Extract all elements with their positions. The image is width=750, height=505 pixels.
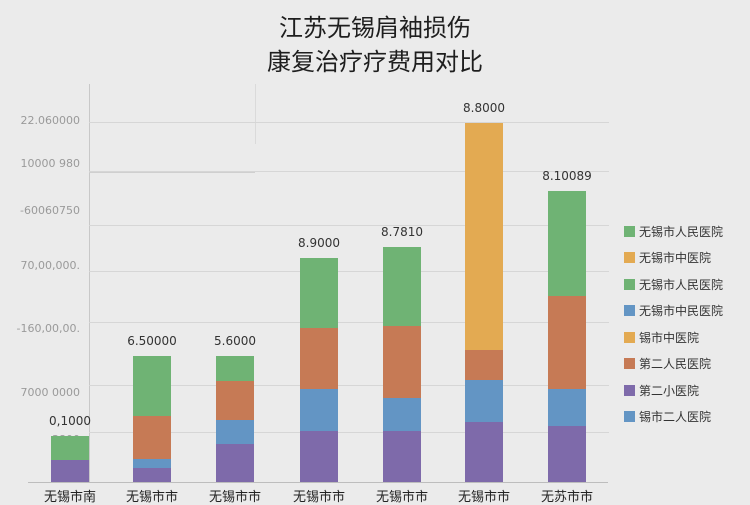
bar-value-label: 0,1000	[49, 414, 91, 428]
grid-line	[89, 432, 609, 433]
bar-segment-green[interactable]	[51, 436, 89, 460]
bar-value-label: 8.8000	[463, 101, 505, 115]
bar-value-label: 8.9000	[298, 236, 340, 250]
y-tick-label: -160,00,00.	[16, 322, 80, 335]
legend-label: 无锡市人民医院	[639, 224, 724, 239]
x-tick-label: 无苏市市	[540, 490, 593, 505]
bar-segment-purple[interactable]	[133, 468, 171, 482]
divider-line	[255, 84, 256, 144]
grid-line	[89, 385, 609, 386]
bar-segment-orange[interactable]	[300, 328, 338, 389]
bar-segment-blue[interactable]	[300, 389, 338, 431]
bar-segment-green[interactable]	[216, 356, 254, 381]
bar-segment-blue[interactable]	[465, 380, 503, 422]
bar-value-label: 8.7810	[381, 225, 423, 239]
bar-segment-purple[interactable]	[548, 426, 586, 482]
x-tick-label: 无锡市市	[208, 490, 261, 505]
grid-line	[89, 122, 609, 123]
bar-segment-purple[interactable]	[383, 431, 421, 482]
bar-segment-purple[interactable]	[51, 460, 89, 482]
bar-value-label: 8.10089	[542, 169, 592, 183]
legend-swatch-icon	[624, 384, 635, 396]
legend-item[interactable]: 第二小医院	[624, 377, 723, 404]
grid-line	[89, 171, 609, 172]
grid-line	[89, 271, 609, 272]
legend-swatch-icon	[624, 331, 635, 343]
bar-segment-blue[interactable]	[383, 398, 421, 431]
y-tick-label: -60060750	[20, 204, 80, 217]
y-tick-label: 70,00,000.	[20, 259, 80, 272]
bar-segment-green[interactable]	[133, 356, 171, 416]
y-tick-label: 10000 980	[20, 157, 81, 170]
legend-item[interactable]: 无锡市人民医院	[624, 218, 723, 245]
legend-label: 锡市中医院	[639, 330, 700, 345]
bar-segment-orange[interactable]	[548, 296, 586, 389]
chart-title-line-2: 康复治疗疗费用对比	[267, 48, 483, 76]
legend-swatch-icon	[624, 358, 635, 370]
legend-item[interactable]: 无锡市人民医院	[624, 271, 723, 298]
legend-item[interactable]: 无锡市中民医院	[624, 298, 723, 325]
legend-item[interactable]: 无锡市中医院	[624, 245, 723, 272]
grid-line	[89, 225, 609, 226]
legend-label: 第二人民医院	[639, 357, 712, 372]
bar-value-label: 6.50000	[127, 334, 177, 348]
bar-segment-green[interactable]	[300, 258, 338, 328]
x-tick-label: 无锡市南	[43, 490, 96, 505]
bar-segment-blue[interactable]	[133, 459, 171, 468]
bar-segment-orange[interactable]	[133, 416, 171, 459]
bar-segment-orange[interactable]	[465, 350, 503, 380]
legend-swatch-icon	[624, 225, 635, 237]
x-tick-label: 无锡市市	[375, 490, 428, 505]
bar-segment-orange[interactable]	[383, 326, 421, 398]
grid-line	[89, 172, 255, 173]
chart-title-line-1: 江苏无锡肩袖损伤	[279, 14, 471, 42]
x-axis-line	[28, 482, 608, 483]
bar-segment-green[interactable]	[548, 191, 586, 296]
bar-segment-purple[interactable]	[465, 422, 503, 482]
legend-swatch-icon	[624, 278, 635, 290]
x-tick-label: 无锡市市	[457, 490, 510, 505]
legend-item[interactable]: 锡市二人医院	[624, 404, 723, 431]
legend: 无锡市人民医院 无锡市中医院 无锡市人民医院 无锡市中民医院 锡市中医院第二人民医院 第二…	[624, 218, 723, 430]
bar-segment-orange[interactable]	[216, 381, 254, 420]
y-axis-line	[89, 84, 90, 482]
legend-swatch-icon	[624, 305, 635, 317]
bar-segment-purple[interactable]	[300, 431, 338, 482]
bar-segment-purple[interactable]	[216, 444, 254, 482]
x-tick-label: 无锡市市	[125, 490, 178, 505]
bar-segment-yellow[interactable]	[465, 123, 503, 350]
legend-label: 无锡市中民医院	[639, 304, 724, 319]
legend-item[interactable]: 第二人民医院	[624, 351, 723, 378]
legend-label: 无锡市人民医院	[639, 277, 724, 292]
grid-line	[89, 322, 609, 323]
legend-swatch-icon	[624, 252, 635, 264]
bar-segment-blue[interactable]	[216, 420, 254, 444]
bar-value-label: 5.6000	[214, 334, 256, 348]
y-tick-label: 7000 0000	[20, 386, 81, 399]
legend-item[interactable]: 锡市中医院	[624, 324, 723, 351]
legend-swatch-icon	[624, 411, 635, 423]
y-tick-label: 22.060000	[20, 114, 81, 127]
legend-label: 第二小医院	[639, 383, 700, 398]
bar-segment-blue[interactable]	[548, 389, 586, 426]
legend-label: 锡市二人医院	[639, 410, 712, 425]
x-tick-label: 无锡市市	[292, 490, 345, 505]
legend-label: 无锡市中医院	[639, 251, 712, 266]
bar-segment-green[interactable]	[383, 247, 421, 326]
